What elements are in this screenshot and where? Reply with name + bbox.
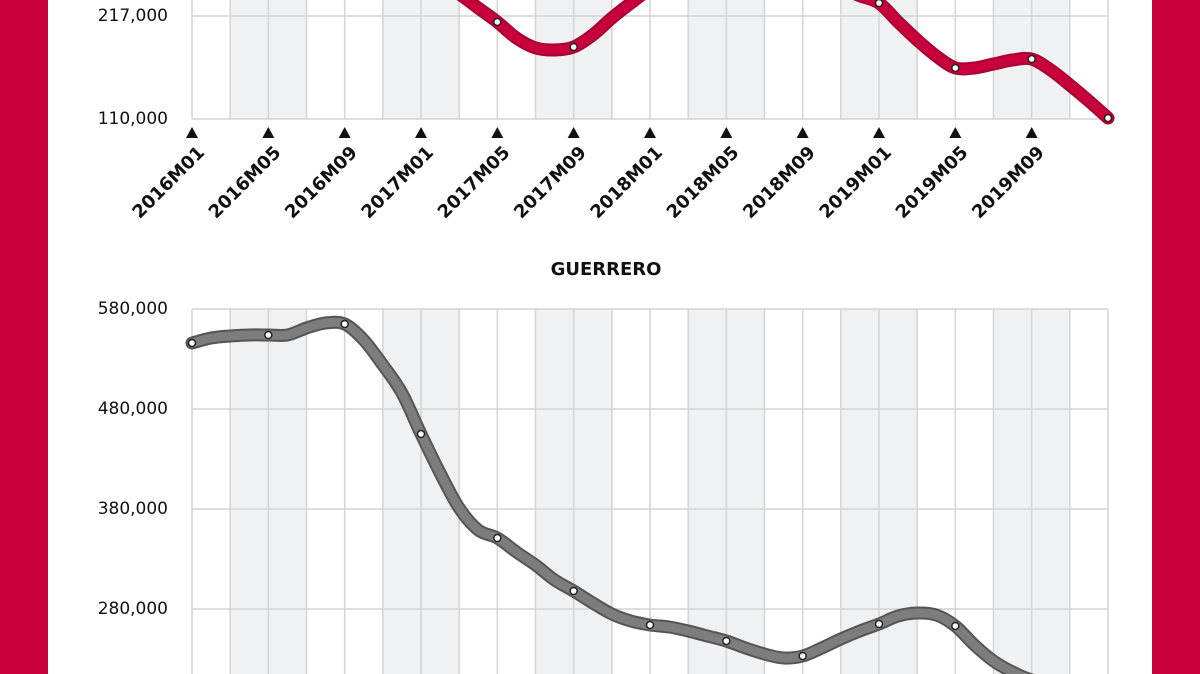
point [187,338,197,348]
x-tick-label: 2019M01 [815,142,896,223]
point [645,620,655,630]
point [722,636,731,646]
y-tick-label: 110,000 [98,109,168,129]
tick-triangle [720,127,733,138]
y-tick-label: 480,000 [98,399,168,419]
point [493,17,502,27]
y-tick-label: 580,000 [98,299,168,319]
point [874,0,884,8]
y-tick-label: 380,000 [98,499,168,519]
tick-triangle [949,127,962,138]
tick-triangle [186,127,198,138]
point [798,651,807,661]
tick-triangle [644,127,656,138]
x-tick-label: 2018M09 [739,142,820,223]
x-tick-label: 2016M05 [205,142,286,223]
x-tick-label: 2017M01 [357,142,438,223]
tick-triangle [262,127,275,138]
point [1103,113,1113,123]
point [493,533,502,543]
point [951,63,960,73]
side-border [0,0,48,674]
point [874,619,884,629]
chart-title: GUERRERO [551,259,662,280]
point [569,586,578,596]
y-tick-label: 217,000 [98,6,168,26]
x-tick-label: 2016M01 [128,142,209,223]
point [951,621,960,631]
tick-triangle [873,127,885,138]
point [569,42,578,52]
x-tick-label: 2018M01 [586,142,667,223]
x-tick-label: 2019M05 [892,142,973,223]
tick-triangle [567,127,580,138]
tick-triangle [415,127,427,138]
side-border [1152,0,1200,674]
tick-triangle [1025,127,1038,138]
point [416,429,426,439]
x-tick-label: 2018M05 [663,142,744,223]
point [264,330,273,340]
y-tick-label: 280,000 [98,599,168,619]
tick-triangle [796,127,809,138]
tick-triangle [338,127,351,138]
x-tick-label: 2019M09 [968,142,1049,223]
x-tick-label: 2017M09 [510,142,591,223]
point [340,319,349,329]
tick-triangle [491,127,504,138]
point [1027,54,1036,64]
x-tick-label: 2016M09 [281,142,362,223]
x-tick-label: 2017M05 [434,142,515,223]
